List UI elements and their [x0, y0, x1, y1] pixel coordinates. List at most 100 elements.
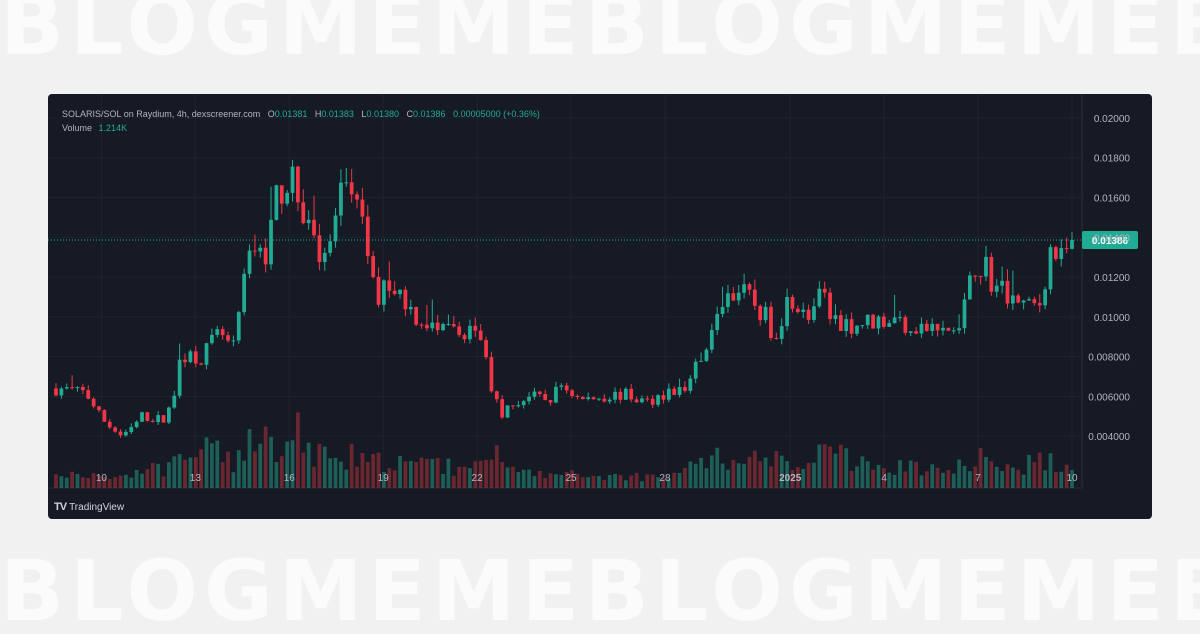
tradingview-logo[interactable]: TV TradingView — [54, 501, 124, 513]
volume-bar — [392, 470, 397, 488]
candle-body — [86, 390, 91, 399]
volume-bar — [812, 462, 816, 488]
y-tick-label: 0.02000 — [1094, 114, 1131, 125]
volume-bar — [607, 474, 612, 488]
volume-bar — [801, 468, 806, 488]
volume-bar — [1070, 470, 1074, 488]
volume-bar — [881, 468, 886, 488]
low-value: 0.01380 — [366, 109, 399, 119]
candle-body — [75, 387, 80, 389]
candle-body — [177, 359, 182, 396]
chart-panel[interactable]: 0.01386 0.02000 0.01800 0.01600 0.01400 0.012… — [48, 94, 1152, 519]
volume-bar — [140, 473, 144, 488]
open-label: O — [267, 109, 275, 119]
volume-bar — [1043, 470, 1047, 488]
candle-body — [575, 396, 580, 398]
candle-body — [930, 323, 935, 331]
volume-bar — [355, 466, 359, 488]
volume-bar — [672, 472, 677, 488]
volume-bar — [844, 448, 849, 488]
candle-body — [623, 388, 628, 400]
candle-body — [193, 351, 198, 364]
volume-bar — [516, 472, 521, 488]
volume-bar — [446, 458, 451, 488]
volume-bar — [543, 477, 548, 488]
candle-body — [81, 387, 85, 391]
volume-bar — [285, 441, 290, 488]
volume-bar — [54, 474, 58, 488]
candle-body — [887, 323, 892, 327]
volume-bar — [876, 464, 881, 488]
volume-bar — [64, 477, 69, 488]
volume-bar — [924, 471, 929, 488]
candle-body — [301, 202, 306, 224]
candle-body — [505, 405, 510, 418]
x-tick-label: 25 — [565, 473, 577, 484]
candle-body — [387, 280, 392, 291]
volume-bar — [167, 462, 171, 488]
candle-body — [1032, 299, 1037, 304]
y-tick-label: 0.008000 — [1088, 353, 1130, 364]
candle-body — [279, 185, 284, 204]
volume-bar — [1059, 471, 1064, 488]
candle-body — [666, 388, 671, 400]
candle-body — [731, 293, 736, 301]
volume-bar — [580, 477, 585, 488]
candle-body — [586, 397, 591, 400]
volume-bar — [849, 470, 854, 488]
candle-body — [559, 385, 564, 387]
volume-bar — [736, 463, 741, 488]
candle-body — [774, 337, 779, 339]
volume-bar — [290, 440, 295, 488]
volume-bar — [161, 476, 166, 488]
candle-body — [462, 335, 467, 340]
volume-bar — [269, 436, 273, 488]
candle-body — [1059, 248, 1064, 259]
volume-bar — [511, 466, 515, 488]
candle-body — [392, 290, 397, 295]
candle-body — [333, 215, 338, 242]
volume-bar — [935, 467, 940, 488]
volume-bar — [279, 456, 284, 488]
candle-body — [720, 306, 725, 314]
candle-body — [521, 401, 526, 406]
candle-body — [989, 256, 994, 292]
candle-body — [871, 314, 875, 329]
candle-body — [1048, 247, 1053, 290]
volume-bar — [371, 453, 376, 488]
volume-bar — [253, 451, 257, 488]
volume-bar — [86, 478, 91, 488]
volume-bar — [903, 471, 908, 488]
candle-body — [414, 306, 419, 325]
volume-bar — [59, 476, 64, 488]
volume-bar — [473, 461, 478, 488]
candle-body — [54, 388, 58, 396]
candle-body — [355, 194, 359, 200]
candle-body — [258, 247, 263, 252]
x-tick-label: 28 — [659, 473, 671, 484]
volume-bar — [172, 456, 177, 488]
volume-bar — [978, 448, 983, 488]
volume-bar — [145, 469, 150, 488]
candle-body — [199, 363, 204, 365]
volume-bar — [301, 452, 306, 488]
candle-body — [167, 407, 171, 423]
candle-body — [715, 313, 720, 331]
candle-body — [124, 431, 128, 436]
candle-body — [865, 314, 870, 326]
candle-body — [306, 219, 311, 224]
candle-body — [763, 306, 768, 321]
volume-bar — [124, 474, 128, 488]
volume-bar — [806, 462, 811, 488]
volume-bar — [376, 452, 381, 488]
volume-bar — [70, 471, 75, 488]
volume-bar — [554, 474, 558, 488]
volume-bar — [430, 459, 435, 488]
x-tick-label: 2025 — [779, 473, 802, 484]
candle-body — [113, 427, 118, 432]
candle-body — [156, 415, 161, 423]
price-chart[interactable]: 0.01386 0.02000 0.01800 0.01600 0.01400 0.012… — [48, 94, 1152, 519]
candle-body — [500, 399, 505, 418]
candle-body — [226, 335, 230, 341]
candle-body — [140, 412, 144, 422]
